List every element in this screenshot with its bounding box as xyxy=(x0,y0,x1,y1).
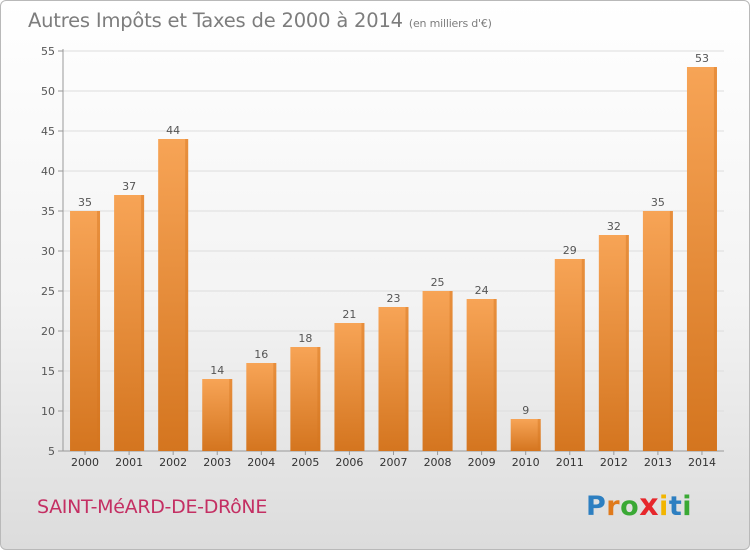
data-label: 53 xyxy=(695,52,709,65)
bar-edge xyxy=(141,195,145,451)
bar-edge xyxy=(449,291,453,451)
y-tick-label: 5 xyxy=(48,445,55,458)
bar-edge xyxy=(229,379,233,451)
data-label: 23 xyxy=(387,292,401,305)
y-tick-label: 30 xyxy=(41,245,55,258)
chart-subtitle: (en milliers d'€) xyxy=(408,17,492,30)
x-tick-label: 2008 xyxy=(424,456,452,469)
logo-letter: t xyxy=(668,491,683,522)
y-tick-label: 55 xyxy=(41,45,55,58)
chart-title-text: Autres Impôts et Taxes de 2000 à 2014 xyxy=(28,9,403,32)
bar-edge xyxy=(713,67,717,451)
y-tick-label: 45 xyxy=(41,125,55,138)
bar-edge xyxy=(273,363,277,451)
logo-letter: i xyxy=(682,491,692,522)
bars xyxy=(70,67,717,451)
y-tick-label: 25 xyxy=(41,285,55,298)
bar-edge xyxy=(405,307,409,451)
y-tick-label: 10 xyxy=(41,405,55,418)
y-tick-label: 15 xyxy=(41,365,55,378)
bar xyxy=(246,363,277,451)
chart-title: Autres Impôts et Taxes de 2000 à 2014 (en… xyxy=(28,9,492,32)
bar-edge xyxy=(185,139,189,451)
bar xyxy=(598,235,629,451)
bar-edge xyxy=(625,235,629,451)
bar xyxy=(466,299,497,451)
bar xyxy=(510,419,541,451)
bar xyxy=(554,259,585,451)
bar xyxy=(642,211,673,451)
bar xyxy=(202,379,233,451)
bar xyxy=(70,211,101,451)
y-tick-label: 40 xyxy=(41,165,55,178)
bar xyxy=(158,139,189,451)
bar xyxy=(334,323,365,451)
x-tick-label: 2014 xyxy=(688,456,716,469)
x-tick-label: 2006 xyxy=(335,456,363,469)
data-label: 21 xyxy=(342,308,356,321)
bar-edge xyxy=(581,259,585,451)
x-tick-label: 2004 xyxy=(247,456,275,469)
data-label: 35 xyxy=(78,196,92,209)
x-tick-label: 2013 xyxy=(644,456,672,469)
y-tick-label: 20 xyxy=(41,325,55,338)
logo-letter: i xyxy=(659,491,669,522)
commune-name: SAINT-MéARD-DE-DRôNE xyxy=(37,496,268,518)
bar xyxy=(422,291,453,451)
y-tick-label: 35 xyxy=(41,205,55,218)
bar-edge xyxy=(493,299,497,451)
bar xyxy=(686,67,717,451)
data-label: 32 xyxy=(607,220,621,233)
labels: 5 10 15 20 25 30 35 40 45 50 55 35 2000 37 2001 44 2002 1… xyxy=(41,45,716,469)
logo-letter: P xyxy=(586,491,607,522)
y-tick-label: 50 xyxy=(41,85,55,98)
logo-letter: r xyxy=(606,491,621,522)
data-label: 16 xyxy=(254,348,268,361)
data-label: 14 xyxy=(210,364,224,377)
x-tick-label: 2003 xyxy=(203,456,231,469)
bar-edge xyxy=(97,211,101,451)
data-label: 29 xyxy=(563,244,577,257)
bar xyxy=(378,307,409,451)
bar xyxy=(290,347,321,451)
data-label: 9 xyxy=(522,404,529,417)
x-tick-label: 2005 xyxy=(291,456,319,469)
data-label: 18 xyxy=(298,332,312,345)
logo-letter: x xyxy=(639,488,660,523)
x-tick-label: 2001 xyxy=(115,456,143,469)
data-label: 35 xyxy=(651,196,665,209)
data-label: 25 xyxy=(431,276,445,289)
logo-letter: o xyxy=(620,491,640,522)
x-tick-label: 2007 xyxy=(380,456,408,469)
x-tick-label: 2009 xyxy=(468,456,496,469)
x-tick-label: 2002 xyxy=(159,456,187,469)
proxiti-logo[interactable]: Proxiti xyxy=(586,488,692,523)
data-label: 24 xyxy=(475,284,489,297)
bar xyxy=(114,195,145,451)
x-tick-label: 2011 xyxy=(556,456,584,469)
bar-edge xyxy=(669,211,673,451)
data-label: 37 xyxy=(122,180,136,193)
x-tick-label: 2010 xyxy=(512,456,540,469)
bar-edge xyxy=(361,323,365,451)
data-label: 44 xyxy=(166,124,180,137)
x-tick-label: 2012 xyxy=(600,456,628,469)
bar-edge xyxy=(317,347,321,451)
x-tick-label: 2000 xyxy=(71,456,99,469)
bar-edge xyxy=(537,419,541,451)
